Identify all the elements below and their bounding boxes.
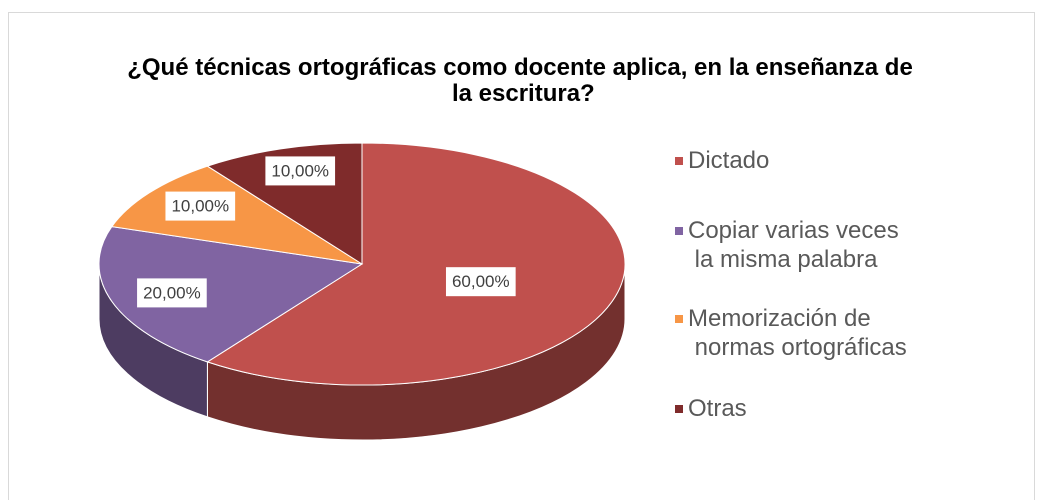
pie-tops (98, 142, 626, 386)
legend-label: Otras (688, 395, 747, 422)
data-label-bg (137, 278, 207, 308)
data-label-bg (165, 191, 236, 221)
pie-slice (206, 142, 626, 386)
legend-swatch (675, 315, 683, 323)
pie-slice (110, 165, 363, 265)
data-label: 20,00% (143, 283, 201, 302)
legend-label: Memorización de normas ortográficas (688, 305, 907, 361)
legend-label: Copiar varias veces la misma palabra (688, 217, 899, 273)
data-label-bg (445, 267, 516, 297)
legend-label: Dictado (688, 147, 769, 174)
legend-swatch (675, 157, 683, 165)
legend-swatch (675, 227, 683, 235)
chart-title: ¿Qué técnicas ortográficas como docente … (127, 54, 913, 107)
data-label: 60,00% (452, 272, 510, 291)
data-label-bg (265, 156, 336, 186)
data-label: 10,00% (271, 161, 329, 180)
legend-swatch (675, 405, 683, 413)
data-label: 10,00% (171, 197, 229, 216)
pie-slice (98, 226, 364, 363)
